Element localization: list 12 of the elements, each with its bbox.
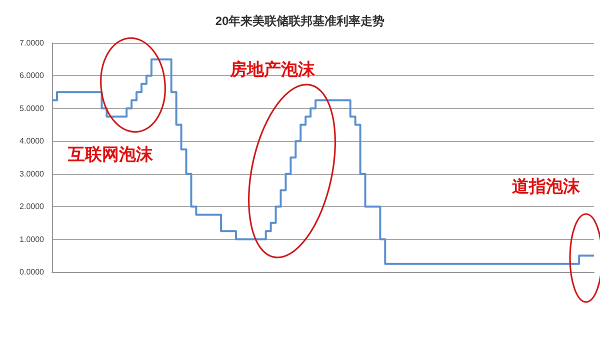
annotation: 道指泡沫 [512,176,580,198]
annotation: 互联网泡沫 [68,144,153,166]
y-tick-label: 0.0000 [20,268,45,276]
y-tick-label: 1.0000 [20,234,45,244]
annotation: 房地产泡沫 [230,59,315,81]
y-tick-label: 4.0000 [20,136,45,146]
y-tick-label: 2.0000 [20,202,45,212]
y-tick-label: 6.0000 [20,71,45,80]
chart-title: 20年来美联储联邦基准利率走势 [215,14,385,28]
y-tick-label: 5.0000 [20,104,45,113]
y-tick-label: 7.0000 [20,38,45,48]
y-tick-label: 3.0000 [20,169,45,178]
